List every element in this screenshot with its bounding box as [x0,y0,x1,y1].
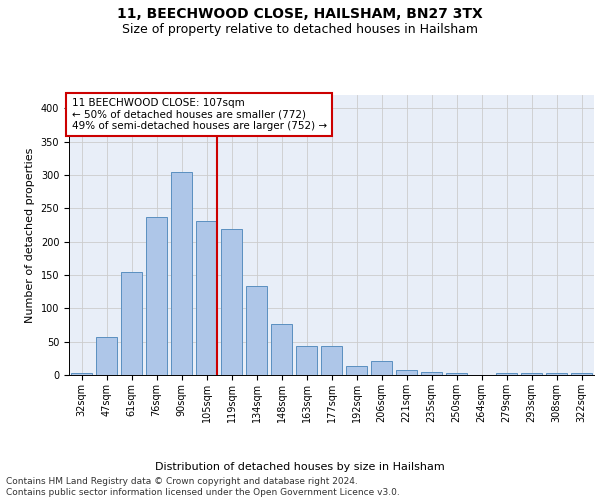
Bar [496,373,517,375]
Text: 11, BEECHWOOD CLOSE, HAILSHAM, BN27 3TX: 11, BEECHWOOD CLOSE, HAILSHAM, BN27 3TX [117,8,483,22]
Bar [71,373,92,375]
Bar [271,324,292,375]
Bar [296,346,317,375]
Bar [371,361,392,375]
Text: 11 BEECHWOOD CLOSE: 107sqm
← 50% of detached houses are smaller (772)
49% of sem: 11 BEECHWOOD CLOSE: 107sqm ← 50% of deta… [71,98,327,131]
Bar [521,373,542,375]
Bar [121,272,142,375]
Y-axis label: Number of detached properties: Number of detached properties [25,148,35,322]
Bar [96,337,117,375]
Bar [321,346,342,375]
Bar [346,366,367,375]
Text: Size of property relative to detached houses in Hailsham: Size of property relative to detached ho… [122,22,478,36]
Bar [396,370,417,375]
Bar [171,172,192,375]
Text: Contains HM Land Registry data © Crown copyright and database right 2024.
Contai: Contains HM Land Registry data © Crown c… [6,478,400,497]
Bar [246,286,267,375]
Bar [196,221,217,375]
Bar [571,373,592,375]
Bar [221,229,242,375]
Bar [421,372,442,375]
Bar [546,373,567,375]
Bar [446,373,467,375]
Bar [146,217,167,375]
Text: Distribution of detached houses by size in Hailsham: Distribution of detached houses by size … [155,462,445,472]
